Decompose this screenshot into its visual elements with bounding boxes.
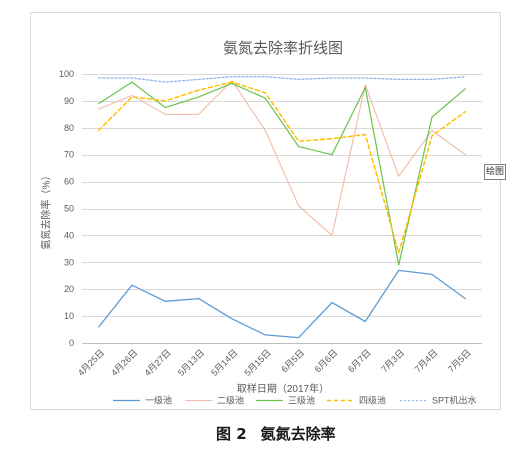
legend-item-tank-3: 三级池 xyxy=(256,395,315,406)
legend-label: 四级池 xyxy=(359,395,386,406)
series-line-tank-4 xyxy=(97,81,467,254)
series-line-tank-2 xyxy=(98,80,466,236)
legend-label: 二级池 xyxy=(217,395,244,406)
series-lines xyxy=(97,76,467,339)
figure-caption: 图 2 氨氮去除率 xyxy=(216,423,336,444)
y-tick-label: 30 xyxy=(64,257,74,267)
y-tick-label: 20 xyxy=(64,284,74,294)
y-tick-label: 10 xyxy=(64,311,74,321)
x-axis-title: 取样日期（2017年） xyxy=(237,382,329,395)
legend-item-spt-effluent: SPT机出水 xyxy=(400,395,477,406)
figure-label: 图 2 xyxy=(216,425,247,443)
legend-item-tank-4: 四级池 xyxy=(327,395,386,406)
y-tick-label: 40 xyxy=(64,230,74,240)
hover-tooltip: 绘图 xyxy=(484,164,507,180)
legend-item-tank-1: 一级池 xyxy=(113,395,172,406)
figure-title: 氨氮去除率 xyxy=(260,425,336,443)
y-tick-label: 0 xyxy=(69,338,74,348)
legend-label: 三级池 xyxy=(288,395,315,406)
gridlines xyxy=(82,74,482,344)
y-tick-label: 60 xyxy=(64,177,74,187)
y-tick-label: 70 xyxy=(64,150,74,160)
y-tick-label: 50 xyxy=(64,204,74,214)
y-axis-tick-labels: 0 10 20 30 40 50 60 70 80 90 100 xyxy=(59,69,74,348)
legend-label: 一级池 xyxy=(145,395,172,406)
chart-title: 氨氮去除率折线图 xyxy=(223,40,343,57)
legend-item-tank-2: 二级池 xyxy=(185,395,244,406)
y-tick-label: 80 xyxy=(64,123,74,133)
y-tick-label: 90 xyxy=(64,96,74,106)
legend-label: SPT机出水 xyxy=(432,395,477,406)
series-line-spt-effluent xyxy=(98,76,466,83)
series-line-tank-3 xyxy=(98,81,466,266)
series-line-tank-1 xyxy=(98,269,466,339)
y-tick-label: 100 xyxy=(59,69,74,79)
y-axis-title: 氨氮去除率（%） xyxy=(40,171,53,250)
legend: 一级池 二级池 三级池 四级池 SPT机出水 xyxy=(113,395,477,406)
